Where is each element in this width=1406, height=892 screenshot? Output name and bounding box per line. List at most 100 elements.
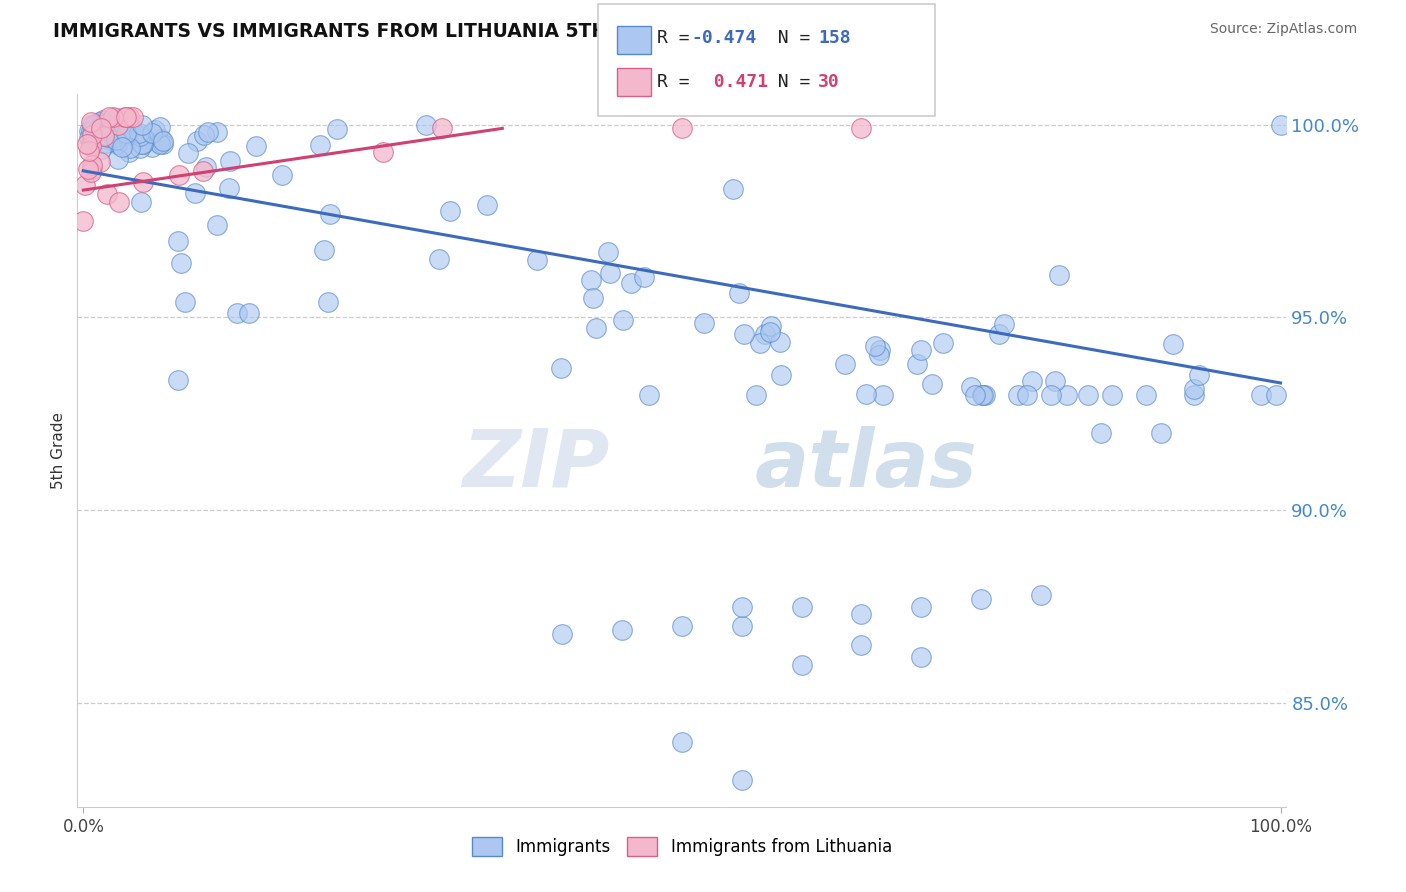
Point [195,160,218,174]
Point [120,120,142,134]
Point [83,135,105,149]
Point [177,146,200,161]
Point [96,124,118,138]
Point [610,623,633,637]
Point [80,161,103,176]
Point [80,124,103,138]
Point [152,136,174,151]
Point [1182,382,1205,396]
Point [111,122,134,136]
Text: N =: N = [756,29,821,47]
Point [174,295,197,310]
Point [80,128,103,142]
Point [118,110,141,124]
Point [316,294,339,309]
Point [974,387,997,401]
Point [152,134,174,148]
Point [439,204,461,219]
Point [731,619,754,633]
Point [581,273,603,287]
Text: 0.471: 0.471 [692,73,768,91]
Point [790,599,813,614]
Point [599,267,621,281]
Point [993,317,1015,331]
Point [111,117,134,131]
Point [167,168,190,182]
Point [114,110,136,124]
Point [149,120,172,135]
Point [80,114,103,128]
Point [118,145,141,159]
Point [988,326,1011,341]
Point [620,277,643,291]
Point [960,380,983,394]
Point [1188,368,1211,382]
Point [1047,268,1070,282]
Point [97,130,120,145]
Point [149,136,172,151]
Point [80,139,103,153]
Point [671,121,693,136]
Point [1029,588,1052,602]
Point [855,386,877,401]
Point [851,121,873,136]
Point [218,153,240,168]
Point [769,368,792,382]
Point [82,158,104,172]
Point [77,161,100,176]
Point [79,131,101,145]
Point [872,387,894,401]
Point [754,326,776,341]
Point [1135,387,1157,401]
Point [72,214,94,228]
Point [128,126,150,140]
Point [759,319,782,334]
Point [745,387,768,401]
Point [105,112,128,126]
Point [970,591,993,606]
Point [98,114,121,128]
Point [148,136,170,150]
Point [103,123,125,137]
Point [132,137,155,152]
Point [671,619,693,633]
Point [131,195,153,210]
Point [131,137,153,152]
Point [167,373,190,387]
Point [596,245,619,260]
Point [759,325,782,339]
Point [141,126,163,140]
Point [550,361,572,376]
Point [87,114,110,128]
Point [851,607,873,622]
Point [834,357,856,371]
Point [671,734,693,748]
Point [79,136,101,151]
Point [728,285,751,300]
Point [104,133,127,147]
Point [93,113,115,128]
Point [931,335,953,350]
Point [238,305,260,319]
Point [132,175,155,189]
Point [314,243,336,257]
Point [308,138,330,153]
Point [326,121,349,136]
Point [733,327,755,342]
Point [197,125,219,139]
Point [104,130,127,145]
Point [1161,337,1184,351]
Point [105,126,128,140]
Point [769,335,792,350]
Point [112,127,135,141]
Point [633,270,655,285]
Point [94,117,117,131]
Point [193,128,215,142]
Point [84,117,107,131]
Text: atlas: atlas [755,425,977,504]
Point [1007,387,1029,401]
Point [526,253,548,268]
Point [790,657,813,672]
Point [1077,387,1099,401]
Point [131,118,153,132]
